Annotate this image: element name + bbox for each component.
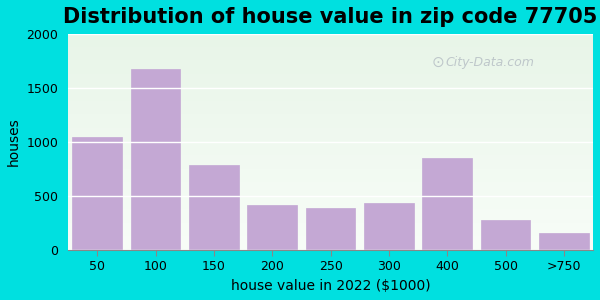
Y-axis label: houses: houses xyxy=(7,118,21,167)
Bar xyxy=(539,233,589,250)
X-axis label: house value in 2022 ($1000): house value in 2022 ($1000) xyxy=(231,279,430,293)
Bar xyxy=(481,220,530,250)
Bar xyxy=(247,205,297,250)
Bar xyxy=(189,165,239,250)
Bar xyxy=(422,158,472,250)
Text: ⊙: ⊙ xyxy=(432,55,445,70)
Bar xyxy=(364,202,413,250)
Title: Distribution of house value in zip code 77705: Distribution of house value in zip code … xyxy=(64,7,598,27)
Bar xyxy=(73,137,122,250)
Text: City-Data.com: City-Data.com xyxy=(445,56,534,69)
Bar xyxy=(131,69,181,250)
Bar xyxy=(306,208,355,250)
